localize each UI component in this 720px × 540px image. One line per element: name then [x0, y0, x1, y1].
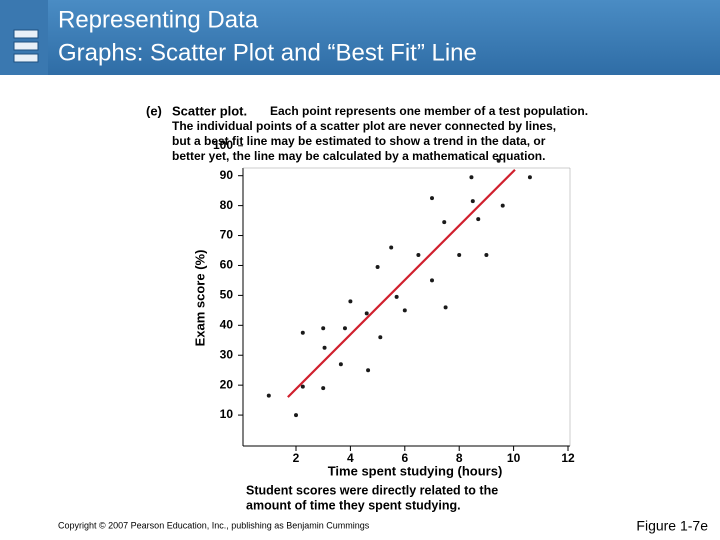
slide-title: Graphs: Scatter Plot and “Best Fit” Line [58, 39, 477, 66]
y-tick-label: 100 [213, 138, 233, 152]
description: Each point represents one member of a te… [270, 104, 588, 118]
data-point [266, 393, 271, 398]
description: but a best fit line may be estimated to … [172, 134, 546, 148]
x-tick-label: 10 [507, 451, 521, 465]
data-point [322, 345, 327, 350]
y-tick-label: 50 [220, 288, 234, 302]
data-point [394, 294, 399, 299]
data-point [348, 299, 353, 304]
header-icon [13, 53, 39, 63]
data-point [402, 308, 407, 313]
data-point [300, 330, 305, 335]
data-point [470, 199, 475, 204]
x-tick-label: 8 [456, 451, 463, 465]
description: better yet, the line may be calculated b… [172, 149, 545, 163]
caption: Student scores were directly related to … [246, 483, 498, 497]
slide-title: Representing Data [58, 6, 259, 33]
data-point [300, 384, 305, 389]
x-tick-label: 6 [401, 451, 408, 465]
y-tick-label: 30 [220, 347, 234, 361]
x-tick-label: 4 [347, 451, 354, 465]
y-tick-label: 80 [220, 198, 234, 212]
header-band [0, 0, 720, 75]
y-tick-label: 20 [220, 377, 234, 391]
data-point [338, 362, 343, 367]
copyright: Copyright © 2007 Pearson Education, Inc.… [58, 520, 370, 530]
data-point [484, 252, 489, 257]
data-point [378, 335, 383, 340]
panel-label: (e) [146, 103, 162, 118]
data-point [321, 386, 326, 391]
data-point [527, 175, 532, 180]
best-fit-line [287, 168, 516, 398]
data-point [496, 158, 501, 163]
data-point [364, 311, 369, 316]
data-point [443, 305, 448, 310]
x-tick-label: 2 [293, 451, 300, 465]
data-point [321, 326, 326, 331]
y-axis-label: Exam score (%) [192, 250, 207, 347]
data-point [366, 368, 371, 373]
caption: amount of time they spent studying. [246, 498, 461, 512]
data-point [294, 413, 298, 418]
x-tick-label: 12 [561, 451, 575, 465]
data-point [457, 252, 462, 257]
y-tick-label: 90 [220, 168, 234, 182]
header-icon [13, 41, 39, 51]
data-point [342, 326, 347, 331]
data-point [442, 220, 447, 225]
y-tick-label: 10 [220, 407, 234, 421]
y-tick-label: 40 [220, 317, 234, 331]
data-point [469, 175, 474, 180]
chart-title: Scatter plot. [172, 103, 247, 118]
data-point [500, 203, 505, 208]
description: The individual points of a scatter plot … [172, 119, 556, 133]
data-point [389, 245, 394, 250]
y-tick-label: 60 [220, 258, 234, 272]
y-tick-label: 70 [220, 228, 234, 242]
x-axis-label: Time spent studying (hours) [328, 463, 503, 478]
header-icon [13, 29, 39, 39]
data-point [430, 278, 434, 283]
data-point [476, 217, 481, 222]
data-point [430, 196, 434, 201]
data-point [375, 264, 380, 269]
data-point [416, 252, 421, 257]
figure-label: Figure 1-7e [636, 518, 708, 534]
